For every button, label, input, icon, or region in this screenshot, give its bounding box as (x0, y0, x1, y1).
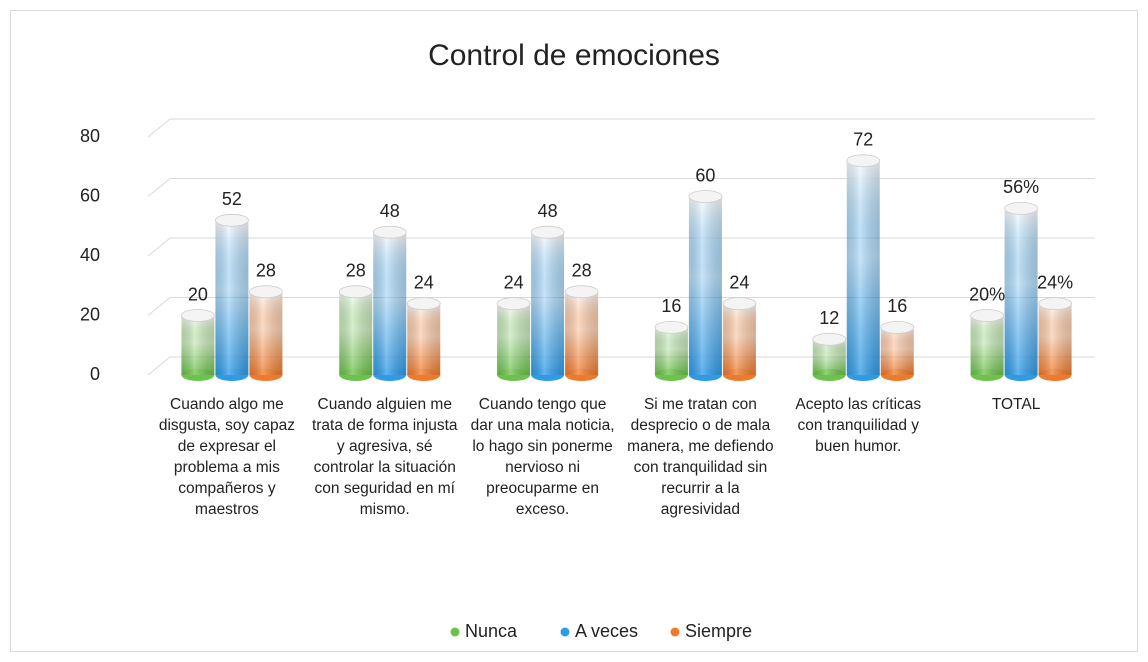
bar-shade (339, 291, 373, 375)
data-label: 56% (1003, 177, 1039, 197)
data-label: 24 (414, 272, 434, 292)
data-label: 16 (887, 296, 907, 316)
data-label: 28 (346, 260, 366, 280)
data-label: 24% (1037, 272, 1073, 292)
bar-top (215, 213, 249, 227)
bar (654, 320, 689, 381)
grid-line (147, 297, 1095, 316)
bar-shade (407, 303, 441, 375)
bar-top (688, 190, 723, 203)
bar (1004, 201, 1038, 381)
x-tick-label: Cuando alguien me trata de forma injusta… (311, 396, 458, 518)
bar-shade (497, 303, 531, 375)
data-label: 20 (188, 284, 208, 304)
y-tick-label: 20 (80, 304, 100, 324)
bar (338, 285, 373, 381)
bar-top (722, 297, 757, 311)
grid-line (147, 356, 1095, 376)
bar (530, 225, 565, 381)
bar-top (564, 285, 599, 299)
bar-shade (181, 315, 215, 375)
bar-shade (1004, 208, 1038, 375)
grid-line (147, 178, 1095, 197)
bar (812, 332, 847, 381)
grid-line (147, 237, 1095, 257)
bar-shade (880, 327, 914, 375)
grid-line (147, 118, 1095, 138)
legend-label: Nunca (465, 621, 518, 641)
data-label: 28 (256, 260, 276, 280)
bar-top (181, 309, 215, 322)
bar-top (970, 309, 1004, 322)
bar (181, 309, 215, 381)
x-tick-label: Acepto las críticas con tranquilidad y b… (795, 396, 922, 455)
data-label: 16 (661, 296, 681, 316)
data-label: 28 (572, 260, 592, 280)
bar-top (654, 320, 689, 334)
bar (372, 225, 407, 381)
x-tick-label: Si me tratan con desprecio o de mala man… (627, 396, 774, 518)
bar (722, 297, 757, 381)
bar-top (846, 154, 881, 168)
bar-top (880, 320, 915, 334)
y-tick-label: 40 (80, 245, 100, 265)
data-label: 24 (504, 272, 524, 292)
chart-title: Control de emociones (428, 39, 720, 72)
data-label: 20% (969, 284, 1005, 304)
legend-marker (560, 627, 570, 637)
x-tick-label: Cuando tengo que dar una mala noticia, l… (470, 396, 615, 518)
legend-marker (670, 627, 680, 637)
data-label: 48 (538, 201, 558, 221)
bar-shade (970, 315, 1004, 375)
bar-top (812, 332, 847, 346)
y-tick-label: 80 (80, 126, 100, 146)
x-tick-label: TOTAL (991, 396, 1041, 413)
legend-label: Siempre (685, 621, 752, 641)
bar-top (1038, 297, 1072, 311)
bar-shade (1038, 303, 1072, 375)
bar (406, 297, 441, 381)
data-label: 12 (819, 308, 839, 328)
bar (688, 190, 723, 381)
bar-shade (688, 196, 722, 375)
data-label: 72 (853, 130, 873, 150)
bar-top (496, 297, 531, 311)
legend-label: A veces (575, 621, 638, 641)
bar (496, 297, 531, 381)
bar-shade (654, 327, 688, 375)
bar-top (530, 225, 565, 239)
bar (215, 213, 249, 381)
data-label: 24 (729, 272, 749, 292)
data-label: 48 (380, 201, 400, 221)
bar-top (372, 225, 407, 239)
bar (1038, 297, 1072, 381)
bar-shade (722, 303, 756, 375)
data-label: 52 (222, 189, 242, 209)
bar-top (1004, 201, 1038, 215)
bar-top (338, 285, 373, 299)
bar-shade (846, 160, 880, 375)
bar-shade (373, 232, 407, 375)
bar-shade (531, 232, 565, 375)
bar-top (406, 297, 441, 311)
bar (846, 154, 881, 381)
bar-top (249, 285, 283, 299)
bar (880, 320, 915, 381)
bar (564, 285, 599, 381)
y-tick-label: 0 (90, 364, 100, 384)
bar-shade (565, 291, 599, 375)
y-tick-label: 60 (80, 185, 100, 205)
x-tick-label: Cuando algo me disgusta, soy capaz de ex… (158, 396, 295, 518)
bar (970, 309, 1004, 381)
bar (249, 285, 283, 381)
data-label: 60 (695, 165, 715, 185)
bar-shade (249, 291, 283, 375)
legend-marker (450, 627, 460, 637)
bar-shade (215, 220, 249, 375)
